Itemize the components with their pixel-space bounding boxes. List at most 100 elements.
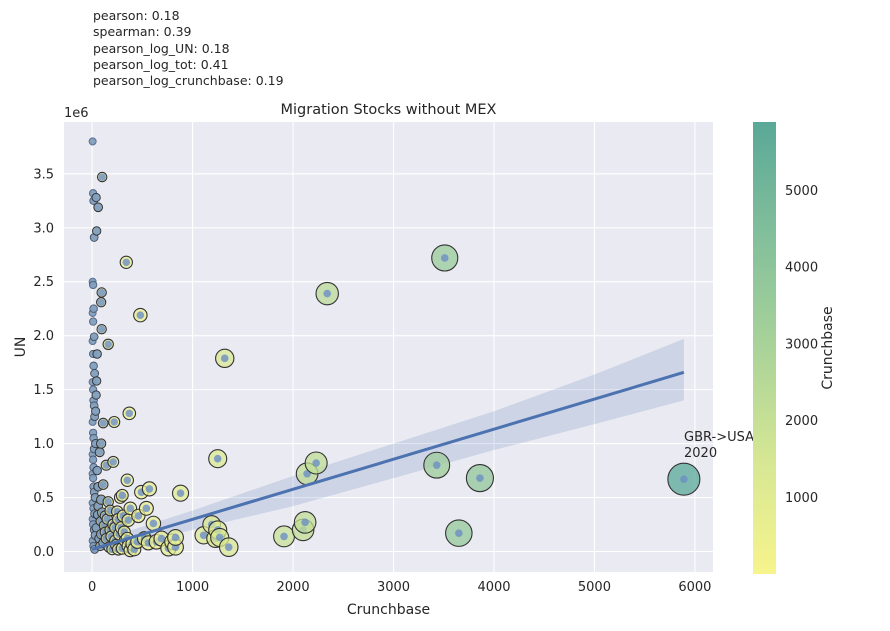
point-center: [89, 304, 98, 313]
point-center: [123, 476, 132, 485]
point-center: [88, 137, 97, 146]
colorbar-tick-label: 1000: [785, 491, 818, 506]
point-center: [312, 459, 320, 467]
data-point: [315, 281, 339, 306]
y-tick-label: 3.5: [33, 167, 54, 182]
data-point: [120, 473, 135, 487]
point-center: [94, 203, 102, 212]
point-center: [97, 325, 106, 333]
data-point: [92, 465, 102, 476]
annotation: GBR->USA 2020: [684, 430, 754, 461]
data-point: [218, 537, 239, 557]
colorbar-tick-label: 2000: [785, 414, 818, 429]
point-center: [215, 533, 224, 542]
data-point: [91, 523, 101, 533]
y-axis-title: UN: [13, 337, 29, 358]
point-center: [323, 289, 332, 298]
data-point: [667, 462, 701, 496]
point-center: [98, 173, 106, 181]
data-point: [97, 479, 109, 490]
x-axis-title: Crunchbase: [347, 602, 430, 618]
data-point: [89, 361, 98, 371]
y-tick-label: 1.0: [33, 437, 54, 452]
data-point: [465, 464, 494, 493]
point-center: [118, 491, 127, 500]
point-center: [220, 354, 229, 363]
data-point: [96, 287, 107, 298]
data-point: [93, 202, 104, 213]
point-center: [440, 254, 449, 262]
point-center: [171, 533, 180, 542]
data-point: [141, 481, 157, 497]
regression-band-group: [92, 338, 684, 554]
point-center: [92, 377, 101, 385]
data-point: [92, 349, 102, 359]
point-center: [104, 340, 113, 349]
data-point: [108, 415, 121, 429]
data-point: [91, 226, 102, 236]
point-center: [213, 454, 222, 463]
data-point: [89, 455, 98, 464]
point-center: [145, 485, 154, 493]
plot-background: [64, 122, 713, 572]
point-center: [90, 369, 99, 378]
y-tick-labels: 0.0 0.5 1.0 1.5 2.0 2.5 3.0 3.5: [33, 167, 54, 560]
point-center: [97, 439, 105, 448]
chart-title: Migration Stocks without MEX: [281, 102, 497, 118]
data-point: [89, 317, 98, 326]
y-tick-label: 2.5: [33, 275, 54, 290]
point-center: [432, 461, 441, 469]
stat-pearson-log-tot: pearson_log_tot: 0.41: [93, 56, 229, 72]
point-center: [89, 474, 97, 482]
y-tick-label: 3.0: [33, 221, 54, 236]
stat-pearson-log-crunchbase: pearson_log_crunchbase: 0.19: [93, 73, 284, 89]
point-center: [92, 193, 100, 202]
data-point: [97, 417, 109, 429]
stat-pearson: pearson: 0.18: [93, 8, 180, 23]
point-center: [301, 518, 309, 527]
data-point: [431, 244, 459, 272]
point-center: [224, 543, 233, 551]
point-center: [134, 512, 143, 520]
point-center: [95, 448, 104, 457]
data-point: [115, 488, 129, 502]
point-center: [176, 489, 185, 498]
colorbar-tick-labels: 1000 2000 3000 4000 5000: [785, 184, 818, 506]
point-center: [104, 498, 113, 506]
x-tick-label: 5000: [578, 580, 611, 595]
point-center: [99, 419, 107, 427]
data-point: [89, 304, 98, 313]
point-center: [455, 529, 463, 537]
data-point: [107, 455, 120, 468]
data-point: [215, 348, 235, 369]
x-tick-label: 1000: [176, 580, 209, 595]
data-point: [96, 171, 108, 183]
colorbar-title: Crunchbase: [820, 306, 836, 389]
point-center: [110, 418, 119, 426]
stats-block: pearson: 0.18 spearman: 0.39 pearson_log…: [93, 8, 284, 89]
data-point: [91, 406, 101, 416]
point-center: [126, 504, 135, 513]
point-center: [89, 281, 97, 289]
point-center: [92, 391, 100, 399]
regression-line-group: [91, 370, 685, 551]
point-center: [90, 332, 98, 341]
point-center: [109, 458, 118, 466]
x-tick-label: 2000: [277, 580, 310, 595]
data-point: [89, 474, 98, 483]
y-tick-label: 0.0: [33, 545, 54, 560]
point-center: [99, 480, 107, 489]
x-tick-label: 3000: [377, 580, 410, 595]
data-point: [133, 307, 148, 323]
x-tick-labels: 0 1000 2000 3000 4000 5000 6000: [88, 580, 711, 595]
data-point: [91, 390, 101, 400]
data-point: [91, 376, 102, 386]
points-group: [88, 137, 701, 558]
colorbar-tick-label: 5000: [785, 184, 818, 199]
point-center: [97, 288, 106, 297]
point-center: [136, 311, 145, 319]
data-point: [304, 451, 328, 475]
regression-line: [91, 370, 685, 551]
point-center: [93, 466, 101, 475]
